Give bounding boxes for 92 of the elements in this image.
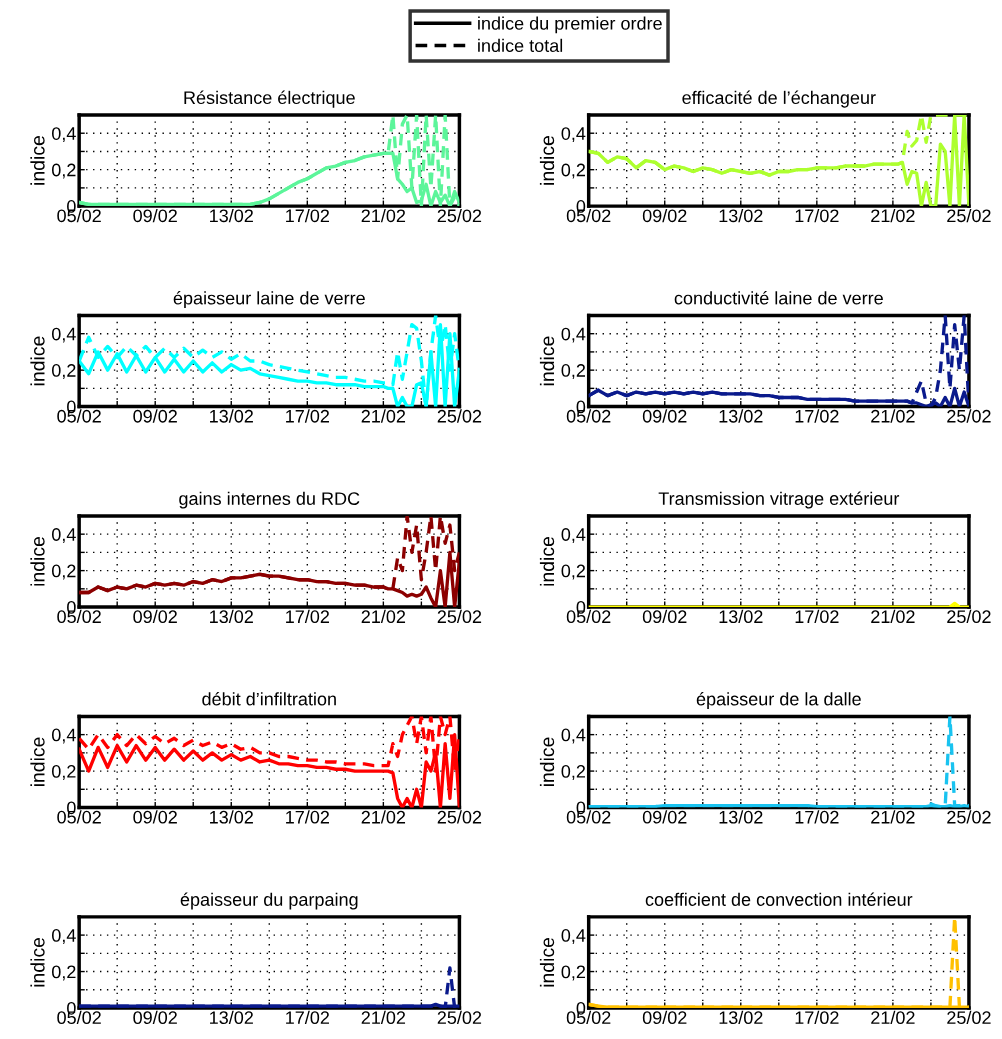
chart-title: Transmission vitrage extérieur [658,491,900,509]
y-tick-label: 0,2 [561,765,586,780]
x-tick-label: 17/02 [286,810,329,824]
x-tick-label: 21/02 [871,810,915,824]
x-tick-label: 13/02 [210,409,253,423]
y-axis-title: indice [30,536,45,586]
y-tick-label: 0,4 [561,127,586,143]
y-tick-label: 0,2 [51,564,76,580]
y-tick-label: 0,2 [561,564,586,580]
x-tick-label: 17/02 [286,609,329,624]
x-tick-label: 17/02 [795,1010,839,1025]
x-tick-label: 25/02 [947,208,991,223]
x-tick-label: 13/02 [210,810,253,824]
x-tick-label: 13/02 [719,208,763,223]
y-tick-label: 0,4 [51,929,76,944]
x-tick-label: 21/02 [361,409,406,423]
y-tick-label: 0,4 [51,728,76,744]
y-tick-label: 0,2 [51,163,76,179]
y-tick-label: 0,4 [561,327,586,343]
y-tick-label: 0,2 [561,163,586,179]
x-tick-label: 13/02 [719,810,763,824]
x-tick-label: 13/02 [719,409,763,423]
x-tick-label: 09/02 [642,208,687,223]
y-axis-title: indice [539,937,555,987]
x-tick-label: 21/02 [871,208,915,223]
x-tick-label: 25/02 [437,1010,482,1025]
y-tick-label: 0,4 [51,127,76,143]
x-tick-label: 13/02 [719,1010,763,1025]
chart-title: épaisseur laine de verre [173,291,365,309]
x-tick-label: 21/02 [361,810,406,824]
y-tick-label: 0,4 [51,528,76,544]
x-tick-label: 21/02 [361,609,406,624]
chart-title: coefficient de convection intérieur [645,892,913,906]
chart-title: efficacité de l’échangeur [682,90,876,108]
text: indice du premier ordre [478,16,662,34]
chart-title: conductivité laine de verre [674,291,883,305]
x-tick-label: 21/02 [871,1010,915,1025]
x-tick-label: 17/02 [795,609,839,624]
chart-title: débit d’infiltration [202,692,336,706]
y-axis-title: indice [539,536,555,586]
y-axis-title: indice [30,737,45,787]
y-axis-title: indice [539,136,555,185]
x-tick-label: 25/02 [947,1010,991,1025]
x-tick-label: 25/02 [947,609,991,624]
y-axis-title: indice [539,737,555,787]
y-tick-label: 0,4 [51,327,76,343]
x-tick-label: 13/02 [210,609,253,624]
x-tick-label: 17/02 [795,409,839,423]
y-tick-label: 0,2 [561,364,586,379]
x-tick-label: 25/02 [947,409,991,423]
x-tick-label: 09/02 [642,810,687,824]
x-tick-label: 21/02 [871,409,915,423]
x-tick-label: 25/02 [437,409,482,423]
x-tick-label: 17/02 [286,208,329,223]
y-tick-label: 0,2 [51,765,76,780]
x-tick-label: 21/02 [871,609,915,624]
x-tick-label: 25/02 [437,609,482,624]
y-tick-label: 0,4 [561,528,586,544]
y-tick-label: 0,4 [561,728,586,744]
text: indice total [478,38,563,53]
x-tick-label: 25/02 [437,208,482,223]
chart-title: épaisseur de la dalle [696,692,861,710]
x-tick-label: 25/02 [437,810,482,824]
y-tick-label: 0,2 [561,965,586,981]
x-tick-label: 17/02 [795,208,839,223]
x-tick-label: 09/02 [642,409,687,423]
x-tick-label: 17/02 [286,409,329,423]
y-axis-title: indice [30,937,45,987]
x-tick-label: 21/02 [361,1010,406,1025]
x-tick-label: 09/02 [133,1010,177,1025]
x-tick-label: 21/02 [361,208,406,223]
x-tick-label: 09/02 [133,609,177,624]
y-axis-title: indice [30,336,45,386]
y-tick-label: 0,2 [51,965,76,981]
y-tick-label: 0,2 [51,364,76,379]
y-axis-title: indice [539,336,555,386]
x-tick-label: 09/02 [133,208,177,223]
x-tick-label: 09/02 [642,1010,687,1025]
y-tick-label: 0,4 [561,929,586,944]
y-axis-title: indice [30,136,45,185]
x-tick-label: 13/02 [210,1010,253,1025]
x-tick-label: 09/02 [133,409,177,423]
x-tick-label: 17/02 [795,810,839,824]
chart-title: gains internes du RDC [179,491,360,509]
x-tick-label: 25/02 [947,810,991,824]
x-tick-label: 17/02 [286,1010,329,1025]
x-tick-label: 13/02 [719,609,763,624]
x-tick-label: 09/02 [642,609,687,624]
x-tick-label: 09/02 [133,810,177,824]
chart-title: Résistance électrique [184,90,355,108]
x-tick-label: 13/02 [210,208,253,223]
chart-title: épaisseur du parpaing [180,892,358,910]
